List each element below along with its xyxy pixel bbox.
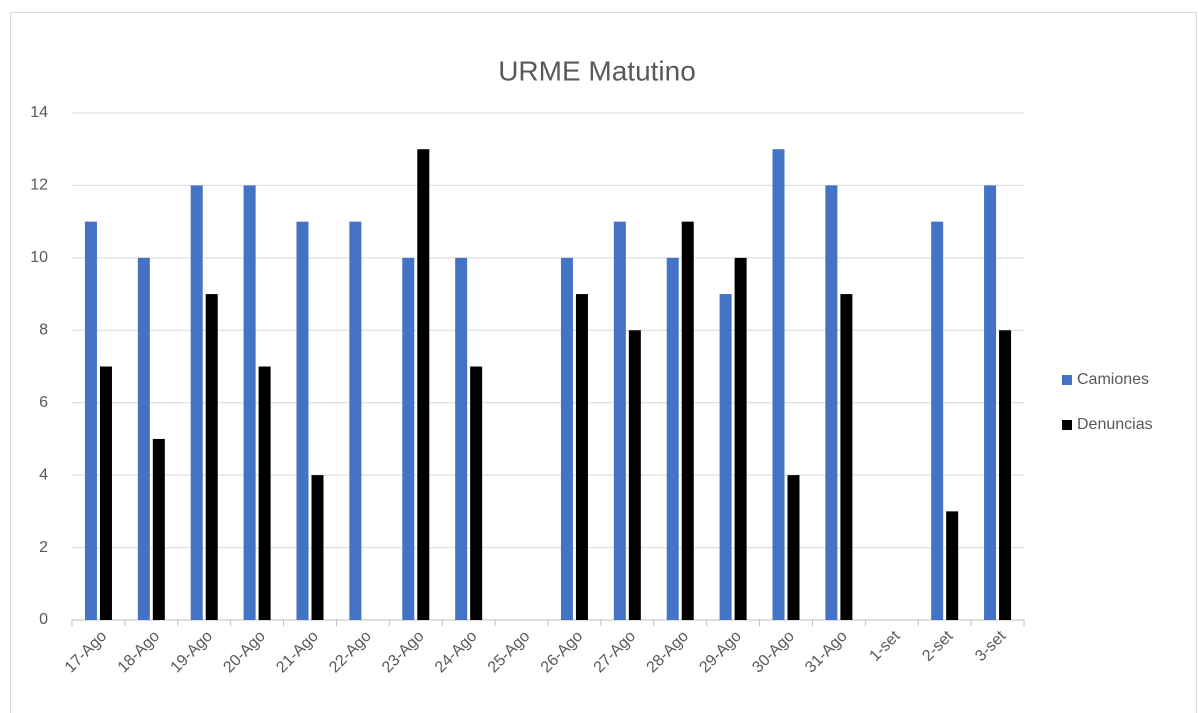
bar [772, 149, 785, 620]
y-tick-label: 12 [30, 177, 48, 194]
y-tick-label: 0 [39, 611, 48, 628]
bar [734, 257, 747, 620]
legend-label: Camiones [1077, 371, 1149, 388]
bar [999, 330, 1012, 620]
bar [137, 257, 150, 620]
bar [84, 221, 97, 620]
bar [205, 294, 218, 620]
bar [946, 511, 959, 620]
y-tick-label: 4 [39, 466, 48, 483]
chart-title: URME Matutino [498, 55, 696, 86]
bar [825, 185, 838, 620]
bar [613, 221, 626, 620]
bar [931, 221, 944, 620]
chart-frame [10, 12, 1197, 713]
bar [190, 185, 203, 620]
y-tick-label: 6 [39, 394, 48, 411]
bar [152, 438, 165, 620]
bar [296, 221, 309, 620]
bar [258, 366, 271, 620]
y-tick-label: 8 [39, 322, 48, 339]
bar [349, 221, 362, 620]
bar [311, 475, 324, 620]
bar [470, 366, 483, 620]
legend-swatch [1062, 375, 1072, 385]
bar [560, 257, 573, 620]
bar [787, 475, 800, 620]
y-tick-label: 2 [39, 539, 48, 556]
bar [719, 294, 732, 620]
bar [681, 221, 694, 620]
bar [99, 366, 112, 620]
bar [840, 294, 853, 620]
bar [455, 257, 468, 620]
bar [243, 185, 256, 620]
legend-label: Denuncias [1077, 416, 1153, 433]
bar [666, 257, 679, 620]
y-tick-label: 10 [30, 249, 48, 266]
bar [628, 330, 641, 620]
bar [575, 294, 588, 620]
y-tick-label: 14 [30, 104, 48, 121]
bar [402, 257, 415, 620]
bar [984, 185, 997, 620]
bar [417, 149, 430, 620]
legend-swatch [1062, 420, 1072, 430]
